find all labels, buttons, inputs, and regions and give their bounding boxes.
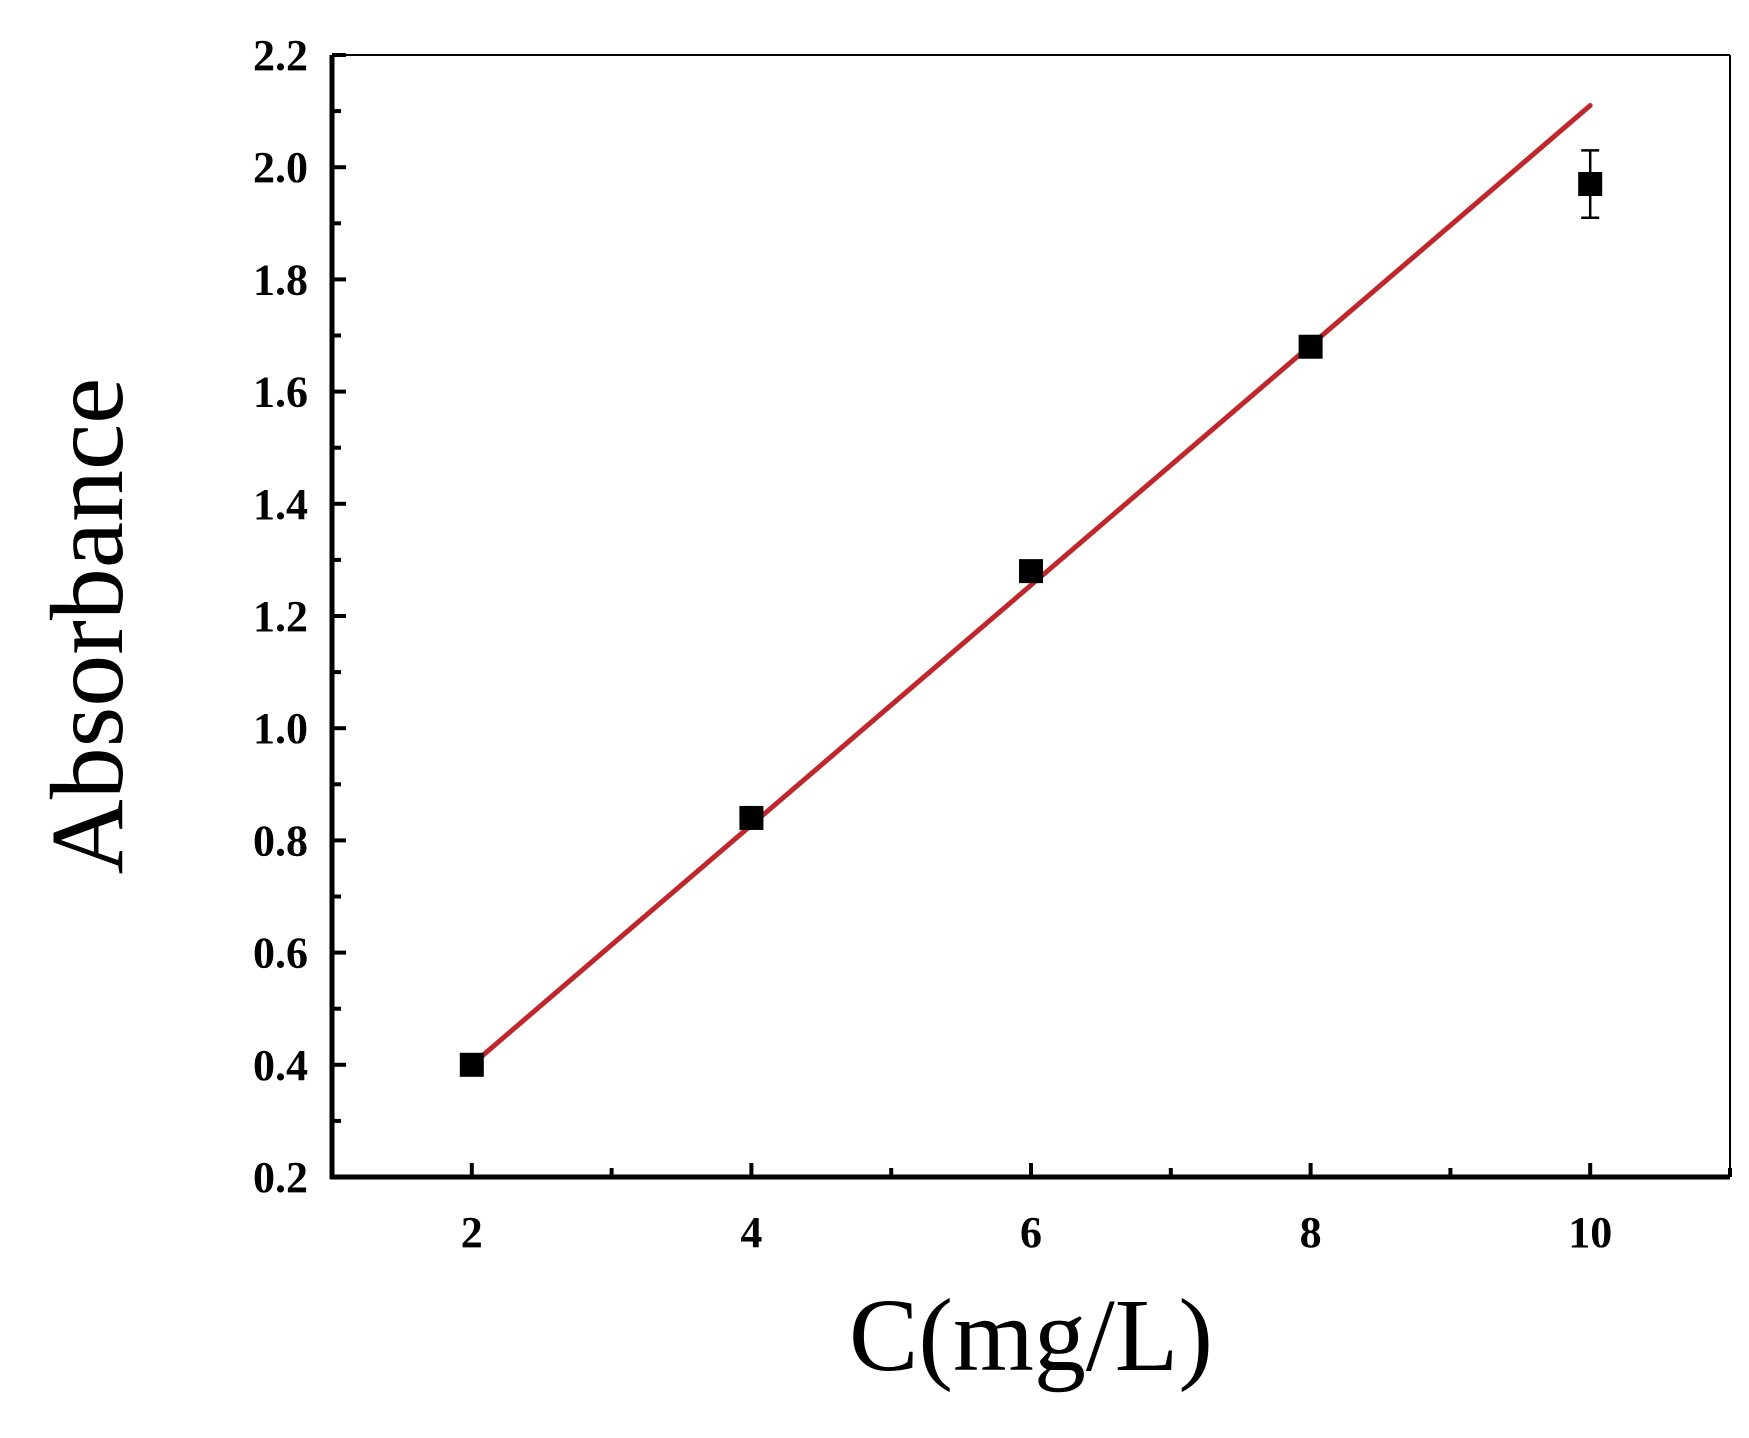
- y-axis-title: Absorbance: [30, 378, 145, 875]
- data-point: [1298, 334, 1323, 359]
- data-point: [459, 1052, 484, 1077]
- plot-area: [329, 54, 1731, 1180]
- x-tick-label: 8: [1300, 1208, 1322, 1257]
- y-tick-label: 2.0: [253, 143, 308, 192]
- y-tick-label: 0.8: [253, 816, 308, 865]
- y-tick-label: 1.0: [253, 704, 308, 753]
- y-tick-label: 0.6: [253, 929, 308, 978]
- y-tick-label: 1.6: [253, 368, 308, 417]
- x-tick-label: 2: [461, 1208, 483, 1257]
- data-point: [739, 805, 764, 830]
- data-point: [1578, 172, 1603, 197]
- y-tick-label: 1.4: [253, 480, 308, 529]
- y-tick-label: 2.2: [253, 31, 308, 80]
- x-axis: 2 4 6 8 10: [330, 1163, 1732, 1257]
- y-tick-label: 1.8: [253, 255, 308, 304]
- x-tick-label: 4: [740, 1208, 762, 1257]
- y-axis: 0.2 0.4 0.6 0.8 1.0 1.2 1.4 1.6 1.8 2.0 2.2: [253, 31, 346, 1202]
- y-tick-label: 1.2: [253, 592, 308, 641]
- x-axis-title: C(mg/L): [849, 1278, 1213, 1393]
- y-tick-label: 0.2: [253, 1153, 308, 1202]
- fit-line-layer: [469, 102, 1593, 1068]
- data-points-layer: [459, 149, 1603, 1077]
- data-point: [1019, 559, 1043, 584]
- linear-fit-line: [469, 102, 1593, 1068]
- x-tick-label: 10: [1568, 1208, 1612, 1257]
- y-tick-label: 0.4: [253, 1041, 308, 1090]
- x-tick-label: 6: [1020, 1208, 1042, 1257]
